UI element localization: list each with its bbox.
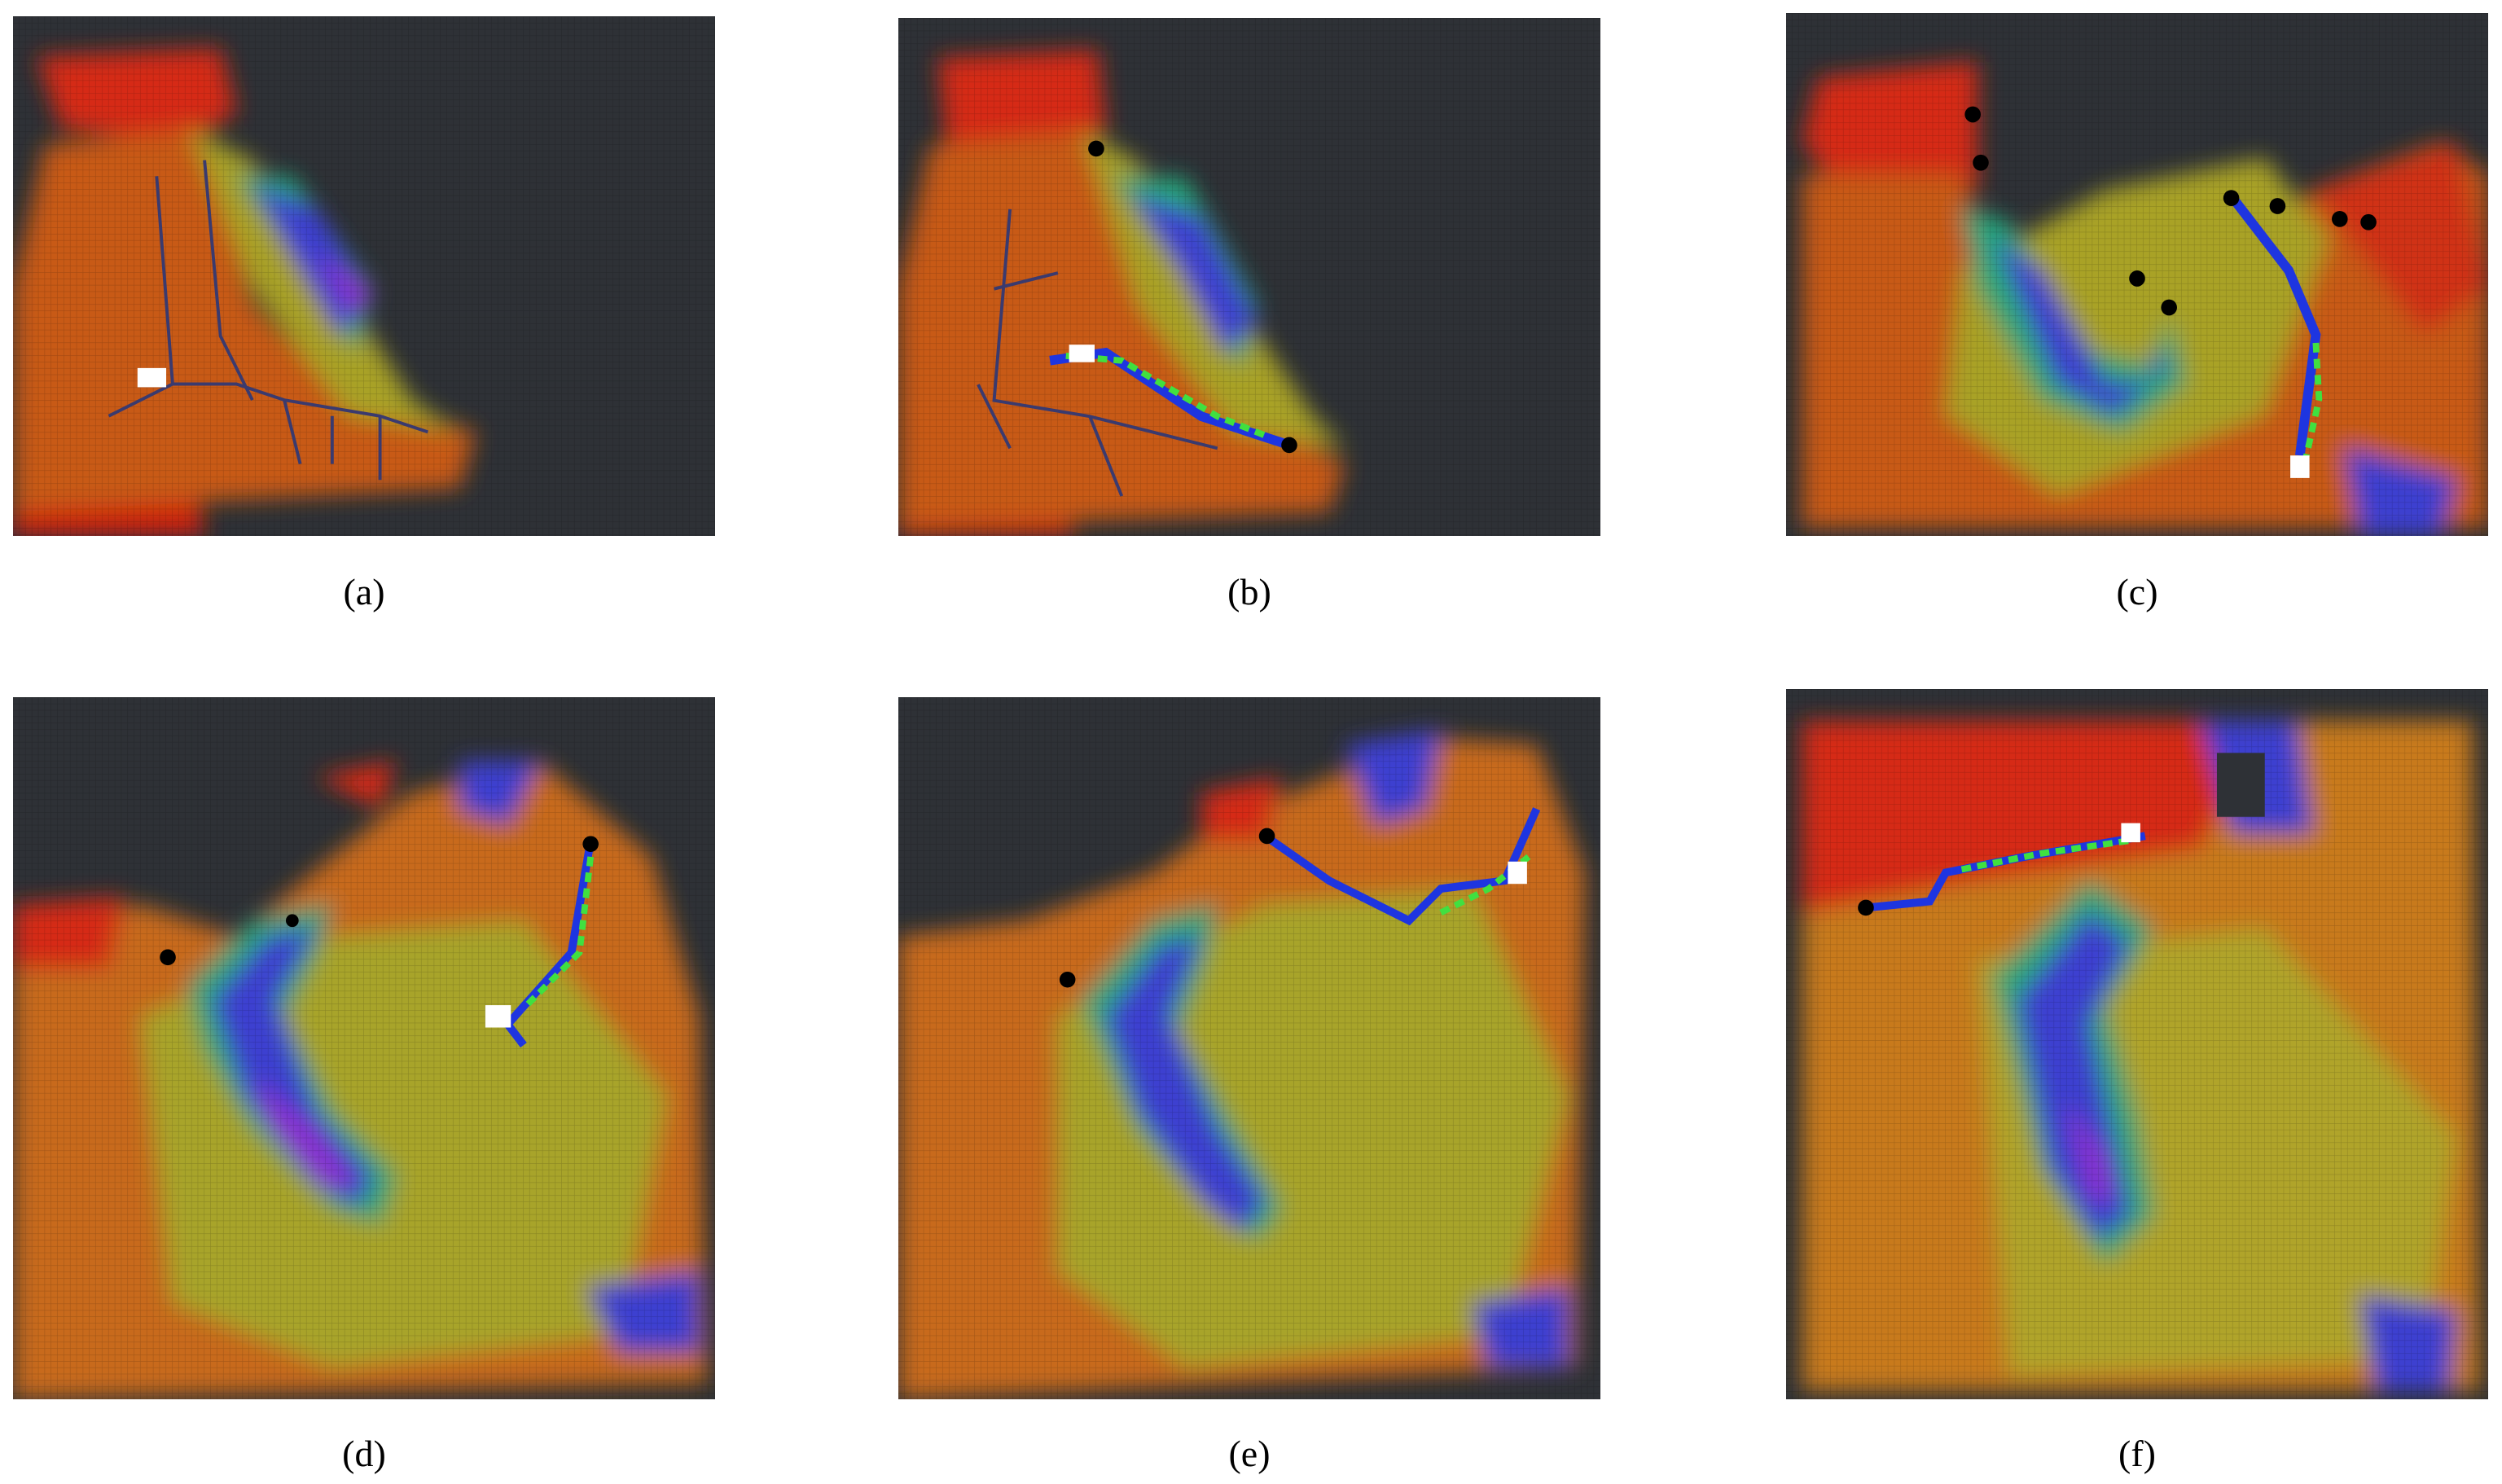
map bbox=[1786, 689, 2488, 1399]
robot bbox=[137, 367, 167, 388]
robot bbox=[2121, 823, 2140, 843]
panel bbox=[1786, 689, 2488, 1399]
panel bbox=[13, 697, 715, 1399]
robot bbox=[485, 1005, 511, 1028]
robot bbox=[1069, 345, 1095, 362]
panel bbox=[898, 18, 1600, 536]
robot bbox=[2290, 455, 2310, 478]
panel bbox=[898, 697, 1600, 1399]
robot bbox=[1508, 861, 1527, 885]
panel-label: (f) bbox=[2118, 1433, 2156, 1474]
map bbox=[1786, 13, 2488, 536]
panel-label: (c) bbox=[2116, 571, 2158, 612]
panel-label: (b) bbox=[1227, 571, 1271, 612]
map bbox=[898, 18, 1600, 536]
panel-label: (e) bbox=[1228, 1433, 1271, 1474]
panel-label: (d) bbox=[342, 1433, 386, 1474]
map bbox=[898, 697, 1600, 1399]
map bbox=[13, 16, 715, 536]
map bbox=[13, 697, 715, 1399]
panel bbox=[1786, 13, 2488, 536]
panel bbox=[13, 16, 715, 536]
panel-label: (a) bbox=[343, 571, 385, 612]
